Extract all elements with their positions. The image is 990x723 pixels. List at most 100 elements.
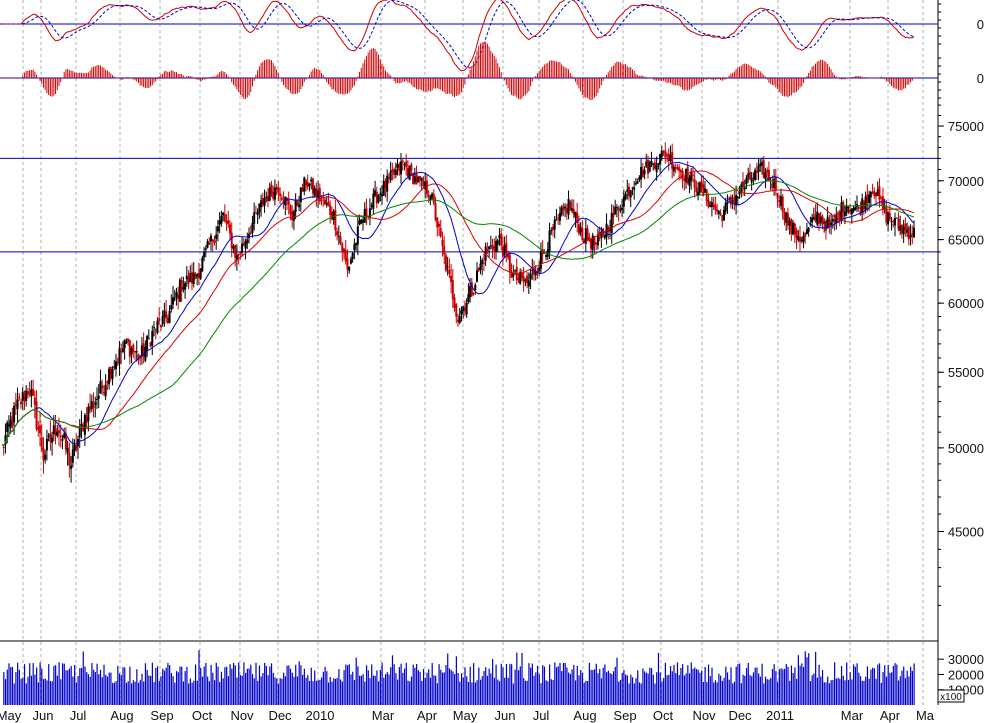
candle-body bbox=[501, 246, 504, 257]
candle-body bbox=[681, 170, 684, 180]
candle-body bbox=[400, 161, 402, 175]
volume-bar bbox=[638, 682, 641, 705]
candle-body bbox=[292, 211, 295, 221]
volume-bar bbox=[504, 677, 506, 705]
volume-bar bbox=[891, 672, 893, 705]
histogram-bar bbox=[288, 78, 290, 91]
histogram-bar bbox=[599, 78, 601, 89]
volume-bar bbox=[600, 678, 603, 705]
histogram-bar bbox=[172, 70, 174, 78]
histogram-bar bbox=[141, 78, 143, 86]
histogram-bar bbox=[324, 78, 326, 80]
candle-body bbox=[697, 191, 700, 196]
histogram-bar bbox=[298, 78, 300, 93]
volume-bar bbox=[201, 676, 204, 705]
histogram-bar bbox=[726, 77, 728, 79]
volume-bar bbox=[498, 681, 501, 705]
y-tick-label: 60000 bbox=[948, 296, 984, 311]
histogram-bar bbox=[561, 64, 563, 78]
volume-bar bbox=[6, 669, 8, 705]
volume-bar bbox=[51, 681, 53, 705]
candle-body bbox=[814, 214, 817, 222]
volume-bar bbox=[735, 666, 737, 705]
volume-bar bbox=[669, 666, 672, 705]
volume-bar bbox=[830, 680, 832, 705]
candle-body bbox=[279, 193, 282, 197]
candle-body bbox=[707, 199, 710, 207]
histogram-bar bbox=[564, 67, 566, 78]
candle-body bbox=[662, 151, 665, 153]
candle-body bbox=[405, 161, 408, 168]
candle-body bbox=[622, 196, 625, 207]
candle-body bbox=[11, 416, 14, 426]
volume-bar bbox=[443, 672, 445, 705]
histogram-bar bbox=[99, 65, 101, 78]
histogram-bar bbox=[783, 78, 785, 97]
candle-body bbox=[431, 193, 434, 198]
histogram-bar bbox=[374, 48, 376, 78]
volume-bar bbox=[131, 683, 133, 705]
volume-bar bbox=[851, 679, 853, 705]
candle-body bbox=[420, 177, 423, 181]
candle-body bbox=[645, 161, 648, 167]
volume-bar bbox=[310, 667, 312, 705]
volume-bar bbox=[398, 667, 400, 705]
histogram-bar bbox=[467, 74, 469, 78]
histogram-bar bbox=[200, 78, 202, 82]
candle-body bbox=[778, 199, 781, 203]
histogram-bar bbox=[542, 66, 544, 78]
volume-bar bbox=[832, 680, 834, 705]
volume-bar bbox=[239, 675, 242, 705]
candle-body bbox=[653, 162, 656, 169]
volume-bar bbox=[270, 663, 273, 705]
candle-body bbox=[569, 201, 572, 210]
volume-bar bbox=[555, 667, 558, 705]
volume-bar bbox=[718, 673, 720, 705]
histogram-bar bbox=[20, 78, 22, 79]
candle-body bbox=[457, 319, 459, 322]
volume-bar bbox=[338, 669, 340, 705]
candle-body bbox=[517, 278, 520, 281]
histogram-bar bbox=[267, 59, 269, 78]
volume-bar bbox=[334, 678, 337, 705]
candle-body bbox=[671, 151, 674, 169]
volume-bar bbox=[39, 662, 41, 705]
histogram-bar bbox=[466, 78, 468, 79]
volume-bar bbox=[701, 670, 703, 705]
candle-body bbox=[840, 202, 843, 220]
histogram-bar bbox=[353, 78, 355, 86]
candle-body bbox=[441, 239, 444, 247]
histogram-bar bbox=[889, 78, 891, 85]
candle-body bbox=[507, 253, 510, 258]
candle-body bbox=[82, 425, 85, 431]
candle-body bbox=[172, 297, 174, 305]
histogram-bar bbox=[321, 72, 323, 78]
candle-body bbox=[351, 253, 354, 260]
histogram-bar bbox=[165, 70, 167, 78]
x-tick-label: Jun bbox=[495, 708, 516, 723]
histogram-bar bbox=[671, 78, 673, 85]
volume-bar bbox=[302, 674, 304, 705]
candle-body bbox=[634, 183, 637, 185]
candle-body bbox=[382, 180, 385, 196]
candle-body bbox=[619, 209, 622, 211]
volume-bar bbox=[106, 676, 109, 705]
volume-bar bbox=[621, 673, 623, 705]
histogram-bar bbox=[832, 72, 834, 78]
volume-bar bbox=[440, 669, 442, 705]
histogram-bar bbox=[314, 67, 316, 78]
candle-body bbox=[474, 284, 477, 291]
histogram-bar bbox=[730, 73, 732, 78]
candle-body bbox=[558, 213, 561, 221]
volume-bar bbox=[664, 662, 666, 705]
candle-body bbox=[520, 272, 523, 279]
volume-bar bbox=[846, 662, 848, 705]
candle-body bbox=[87, 406, 90, 422]
volume-bar bbox=[633, 683, 635, 705]
histogram-bar bbox=[823, 61, 825, 78]
volume-bar bbox=[462, 677, 464, 705]
volume-bar bbox=[804, 651, 806, 705]
histogram-bar bbox=[834, 75, 836, 78]
candle-body bbox=[424, 181, 427, 190]
volume-bar bbox=[783, 668, 786, 705]
